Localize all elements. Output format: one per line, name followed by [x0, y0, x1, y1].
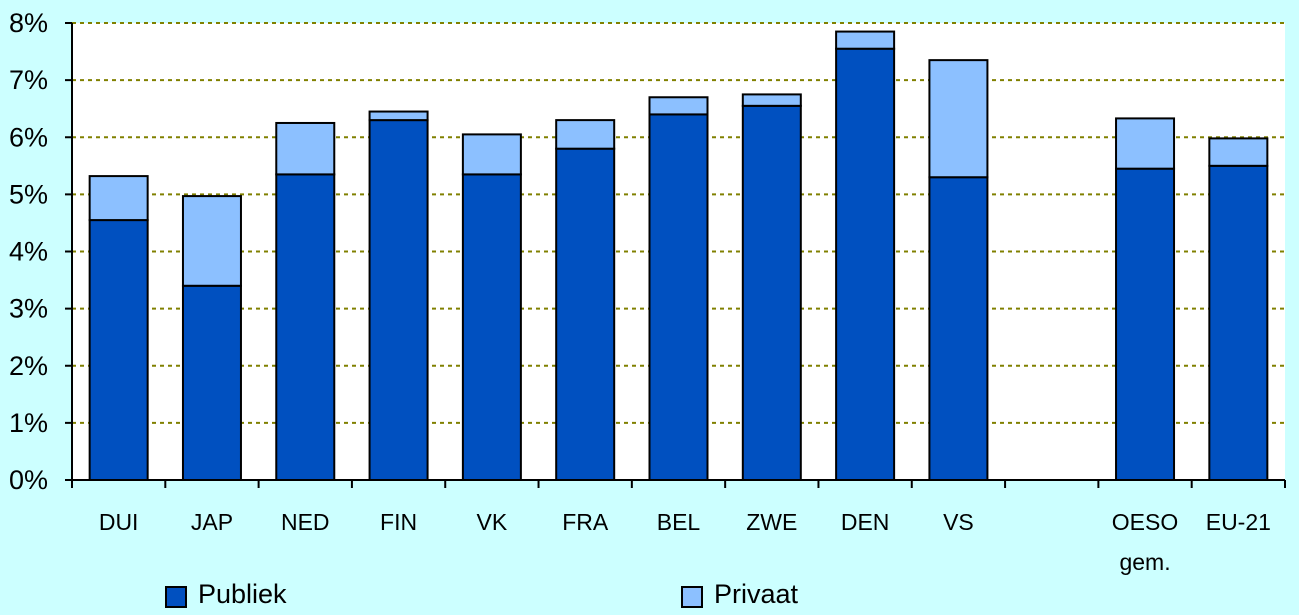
x-tick-label: DUI	[99, 509, 139, 535]
bar-privaat	[461, 133, 522, 176]
bar-privaat	[88, 175, 149, 222]
bar-privaat	[275, 121, 336, 176]
legend-label-publiek: Publiek	[198, 579, 287, 609]
bar-publiek	[181, 284, 242, 481]
gridlines	[72, 22, 1285, 424]
x-tick-label: BEL	[657, 509, 701, 535]
y-tick-label: 3%	[9, 294, 48, 324]
x-tick-label: EU-21	[1206, 509, 1271, 535]
x-tick-label: NED	[281, 509, 330, 535]
x-ticks: DUI JAP NED FIN VK FRA BEL ZWE DEN VS OESO gem. EU-2…	[71, 480, 1286, 575]
bar-privaat	[181, 195, 242, 287]
y-ticks: 0% 1% 2% 3% 4% 5% 6% 7% 8%	[9, 8, 72, 495]
legend-label-privaat: Privaat	[714, 579, 799, 609]
y-tick-label: 2%	[9, 351, 48, 381]
x-tick-label: FRA	[562, 509, 609, 535]
bar-privaat	[1208, 137, 1269, 167]
x-tick-label: JAP	[191, 509, 233, 535]
y-tick-label: 6%	[9, 122, 48, 152]
bar-publiek	[1115, 167, 1176, 481]
bar-publiek	[928, 176, 989, 482]
bar-privaat	[555, 119, 616, 150]
bar-publiek	[1208, 164, 1269, 481]
y-tick-label: 8%	[9, 8, 48, 38]
x-tick-label: VK	[477, 509, 508, 535]
bar-publiek	[835, 47, 896, 482]
x-tick-label: ZWE	[746, 509, 797, 535]
x-tick-label: DEN	[841, 509, 890, 535]
y-tick-label: 0%	[9, 465, 48, 495]
legend: Publiek Privaat	[165, 579, 799, 609]
y-tick-label: 1%	[9, 408, 48, 438]
bar-privaat	[368, 110, 429, 122]
y-tick-label: 5%	[9, 179, 48, 209]
bars	[88, 30, 1269, 482]
x-tick-label: VS	[943, 509, 974, 535]
legend-swatch-privaat	[681, 586, 703, 608]
bar-privaat	[741, 93, 802, 107]
y-tick-label: 7%	[9, 65, 48, 95]
bar-publiek	[741, 104, 802, 482]
bar-publiek	[88, 219, 149, 482]
bar-publiek	[461, 173, 522, 481]
bar-privaat	[928, 59, 989, 179]
bar-privaat	[1115, 117, 1176, 170]
legend-swatch-publiek	[165, 586, 187, 608]
bar-privaat	[648, 96, 709, 116]
bar-publiek	[368, 119, 429, 482]
bar-publiek	[648, 113, 709, 482]
bar-publiek	[555, 147, 616, 482]
x-tick-label: OESO	[1112, 509, 1178, 535]
y-tick-label: 4%	[9, 237, 48, 267]
bar-privaat	[835, 30, 896, 50]
x-tick-label: FIN	[380, 509, 417, 535]
bar-publiek	[275, 173, 336, 481]
x-tick-label: gem.	[1119, 549, 1170, 575]
